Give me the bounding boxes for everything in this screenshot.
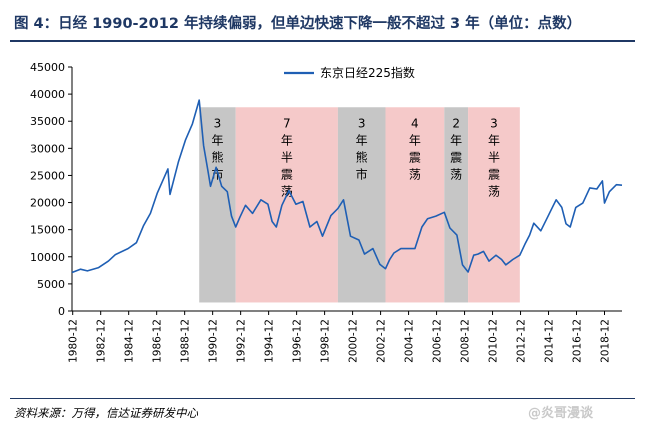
shaded-region-6 — [468, 107, 520, 303]
region-label-6-char: 荡 — [488, 184, 500, 198]
region-label-2-char: 半 — [281, 150, 293, 164]
region-label-2-char: 7 — [283, 116, 291, 130]
y-tick-label: 30000 — [30, 142, 65, 155]
legend: 东京日经225指数 — [284, 65, 415, 80]
source-note: 资料来源：万得，信达证券研发中心 — [14, 406, 198, 420]
x-tick-label: 1982-12 — [96, 319, 108, 363]
x-tick-label: 2012-12 — [516, 319, 528, 363]
y-tick-label: 10000 — [30, 251, 65, 264]
region-label-3-char: 3 — [358, 116, 366, 130]
y-tick-label: 45000 — [30, 61, 65, 74]
y-tick-label: 15000 — [30, 224, 65, 237]
region-label-5-char: 2 — [452, 116, 460, 130]
source-rule — [10, 398, 635, 399]
x-tick-label: 2006-12 — [432, 319, 444, 363]
region-label-1-char: 年 — [211, 133, 223, 147]
region-label-3-char: 年 — [356, 133, 368, 147]
region-label-4-char: 年 — [409, 133, 421, 147]
region-label-5-char: 年 — [450, 133, 462, 147]
y-tick-label: 20000 — [30, 197, 65, 210]
x-tick-label: 1986-12 — [152, 319, 164, 363]
x-tick-label: 2010-12 — [488, 319, 500, 363]
shaded-region-3 — [337, 107, 386, 303]
x-tick-label: 1998-12 — [320, 319, 332, 363]
region-label-2-char: 荡 — [281, 184, 293, 198]
region-label-6-char: 3 — [490, 116, 498, 130]
x-tick-label: 1994-12 — [264, 319, 276, 363]
x-tick-label: 2018-12 — [600, 319, 612, 363]
shaded-region-4 — [385, 107, 445, 303]
region-label-3-char: 市 — [356, 166, 368, 181]
x-tick-label: 1988-12 — [180, 319, 192, 363]
y-tick-label: 35000 — [30, 115, 65, 128]
shaded-region-5 — [444, 107, 469, 303]
x-tick-label: 2004-12 — [404, 319, 416, 363]
region-label-6-char: 震 — [488, 167, 500, 181]
x-tick-label: 2002-12 — [376, 319, 388, 363]
watermark: @炎哥漫谈 — [528, 406, 594, 421]
x-tick-label: 1990-12 — [208, 319, 220, 363]
legend-label: 东京日经225指数 — [320, 65, 415, 80]
region-label-2-char: 年 — [281, 133, 293, 147]
x-tick-label: 2014-12 — [544, 319, 556, 363]
shaded-regions — [199, 107, 520, 303]
x-tick-label: 1984-12 — [124, 319, 136, 363]
region-label-6-char: 年 — [488, 133, 500, 147]
axes: 0 5000 10000 15000 20000 25000 30000 35000 40000… — [30, 61, 622, 363]
region-label-2-char: 震 — [281, 167, 293, 181]
shaded-region-2 — [235, 107, 338, 303]
x-tick-label: 1992-12 — [236, 319, 248, 363]
y-tick-label: 0 — [58, 305, 65, 318]
x-tick-label: 2016-12 — [572, 319, 584, 363]
x-tick-label: 1996-12 — [292, 319, 304, 363]
x-tick-label: 2008-12 — [460, 319, 472, 363]
region-label-1-char: 熊 — [211, 149, 223, 164]
region-label-4-char: 荡 — [409, 167, 421, 181]
region-label-5-char: 震 — [450, 150, 462, 164]
region-label-4-char: 震 — [409, 150, 421, 164]
series-group — [71, 99, 623, 274]
x-tick-label: 2000-12 — [348, 319, 360, 363]
region-label-3-char: 熊 — [356, 149, 368, 164]
region-label-4-char: 4 — [411, 116, 419, 130]
series-line-nikkei225 — [71, 99, 623, 274]
y-tick-label: 25000 — [30, 169, 65, 182]
y-tick-label: 40000 — [30, 88, 65, 101]
region-label-5-char: 荡 — [450, 167, 462, 181]
figure-title: 图 4：日经 1990-2012 年持续偏弱，但单边快速下降一般不超过 3 年（… — [14, 16, 582, 32]
region-label-1-char: 3 — [214, 116, 222, 130]
title-rule — [10, 40, 635, 42]
region-label-6-char: 半 — [488, 150, 500, 164]
x-tick-label: 1980-12 — [68, 319, 80, 363]
y-tick-label: 5000 — [37, 278, 65, 291]
